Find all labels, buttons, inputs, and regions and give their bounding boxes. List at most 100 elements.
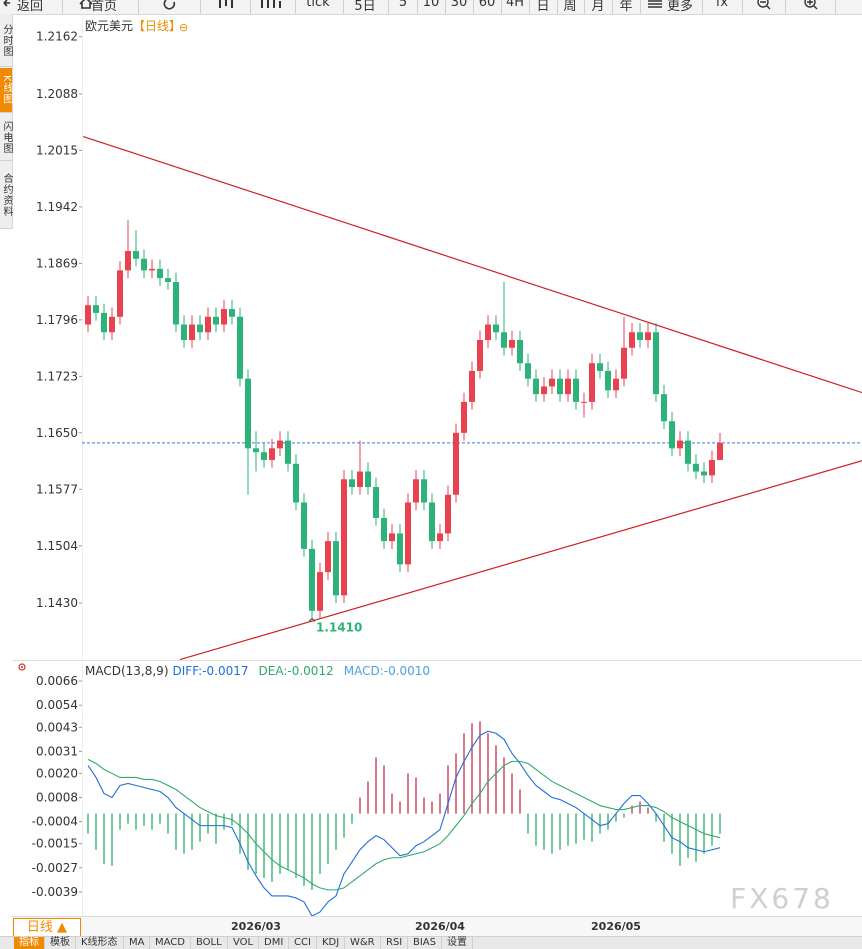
candle-body — [501, 332, 507, 348]
candle-body — [421, 479, 427, 503]
indicator-tab[interactable]: MA — [124, 937, 151, 949]
candle-body — [469, 370, 475, 402]
candle-body — [493, 324, 499, 333]
toolbar-button[interactable]: 30 — [450, 0, 468, 10]
toolbar-button[interactable]: 5日 — [354, 0, 376, 14]
macd-plot — [87, 721, 721, 916]
trend-line — [179, 460, 862, 660]
sidebar-tab[interactable]: 闪电图 — [0, 114, 12, 161]
toolbar-button[interactable]: 返回 — [16, 0, 44, 14]
indicator-tab[interactable]: BOLL — [191, 937, 228, 949]
period-selector[interactable]: 日线 ▲ — [13, 918, 81, 938]
toolbar-separator — [640, 0, 641, 14]
candle-body — [653, 332, 659, 395]
candle-body — [269, 448, 275, 460]
toolbar-button[interactable]: tick — [306, 0, 330, 10]
zoom-out-icon[interactable] — [757, 0, 769, 8]
toolbar-separator — [343, 0, 344, 14]
toolbar-button[interactable]: 10 — [422, 0, 440, 10]
indicator-tab[interactable]: KDJ — [317, 937, 346, 949]
candle-body — [525, 363, 531, 379]
menu-icon[interactable] — [648, 0, 662, 8]
toolbar-button[interactable]: 5 — [398, 0, 408, 10]
candle-body — [85, 305, 91, 325]
candle-body — [357, 471, 363, 488]
candle-body — [517, 340, 523, 364]
toolbar-button[interactable]: 周 — [563, 0, 577, 14]
sidebar-tab[interactable]: K线图 — [0, 68, 12, 113]
candle-body — [301, 502, 307, 549]
zoom-in-mark — [807, 0, 818, 10]
candle-body — [453, 432, 459, 495]
toolbar-separator — [501, 0, 502, 14]
watermark: FX678 — [730, 882, 834, 915]
zoom-out-mark — [760, 1, 771, 10]
collapse-icon[interactable]: ⊖ — [179, 21, 188, 34]
y-tick-label: 1.1577 — [36, 482, 78, 496]
trend-line — [83, 135, 862, 394]
chart-title: 欧元美元 — [85, 19, 133, 33]
toolbar-separator — [612, 0, 613, 14]
y-tick-label: 0.0008 — [36, 791, 78, 805]
indicator-tab[interactable]: W&R — [345, 937, 381, 949]
candle-body — [141, 258, 147, 271]
indicator-tab[interactable]: 设置 — [442, 937, 473, 949]
toolbar-button[interactable]: 年 — [619, 0, 633, 14]
toolbar-button[interactable]: fx — [715, 0, 729, 10]
bar-icon[interactable] — [261, 0, 281, 8]
y-tick-label: 1.1650 — [36, 426, 78, 440]
x-tick-label: 2026/04 — [415, 920, 465, 933]
refresh-icon[interactable] — [163, 0, 176, 10]
candle-body — [613, 378, 619, 391]
indicator-tab[interactable]: MACD — [150, 937, 191, 949]
indicator-tab[interactable]: 指标 — [14, 937, 45, 949]
home-icon[interactable] — [79, 0, 93, 9]
candle-body — [557, 378, 563, 395]
legend-entry: MACD:-0.0010 — [344, 664, 430, 678]
toolbar-separator — [295, 0, 296, 14]
indicator-tab[interactable]: RSI — [381, 937, 409, 949]
toolbar-button[interactable]: 4H — [505, 0, 525, 10]
toolbar-button[interactable]: 60 — [478, 0, 496, 10]
candle-body — [717, 442, 723, 460]
candle-body — [309, 548, 315, 611]
y-tick-label: 0.0054 — [36, 698, 78, 712]
sidebar-tab[interactable]: 分时图 — [0, 14, 12, 67]
sidebar-tab[interactable]: 合约资料 — [0, 162, 12, 229]
y-tick-label: -0.0027 — [32, 861, 78, 875]
y-tick-label: 1.2162 — [36, 30, 78, 44]
toolbar-separator — [138, 0, 139, 14]
candle-body — [253, 448, 259, 453]
candle-body — [645, 332, 651, 340]
indicator-tab[interactable]: VOL — [228, 937, 260, 949]
candle-body — [333, 541, 339, 596]
candle-body — [149, 268, 155, 271]
toolbar-button[interactable]: 首页 — [90, 0, 118, 14]
candle-body — [197, 324, 203, 333]
toolbar-button[interactable]: 日 — [536, 0, 550, 14]
indicator-tab[interactable]: DMI — [259, 937, 290, 949]
candle-body — [229, 309, 235, 317]
toolbar-separator — [445, 0, 446, 14]
price-plot: 1.1410 — [82, 135, 862, 660]
candle-body — [165, 278, 171, 282]
candle-body — [157, 268, 163, 279]
candle-icon[interactable] — [219, 0, 233, 8]
toolbar-button[interactable]: 月 — [591, 0, 605, 14]
candle-body — [397, 533, 403, 565]
toolbar-separator — [584, 0, 585, 14]
y-tick-label: 1.1796 — [36, 313, 78, 327]
settings-icon[interactable] — [18, 663, 26, 671]
zoom-in-icon[interactable] — [804, 0, 816, 8]
legend-entry: DEA:-0.0012 — [259, 664, 334, 678]
indicator-tab[interactable]: 模板 — [45, 937, 76, 949]
indicator-tab[interactable]: CCI — [289, 937, 317, 949]
back-icon[interactable] — [3, 0, 10, 7]
candle-body — [293, 463, 299, 503]
indicator-tab[interactable]: BIAS — [408, 937, 442, 949]
macd-line — [87, 730, 721, 916]
indicator-tab[interactable]: K线形态 — [76, 937, 124, 949]
toolbar-button[interactable]: 更多 — [666, 0, 694, 14]
candle-body — [349, 479, 355, 488]
candle-body — [381, 517, 387, 542]
